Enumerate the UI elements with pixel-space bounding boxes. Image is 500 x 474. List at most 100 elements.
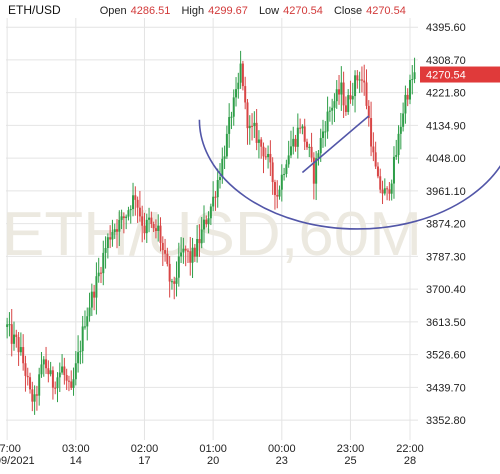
candle-body xyxy=(120,216,123,220)
x-tick-time: 22:00 xyxy=(396,443,424,455)
candle-body xyxy=(413,72,416,80)
candle-body xyxy=(150,217,153,225)
candle-body xyxy=(145,219,148,234)
x-tick-date: 10/09/2021 xyxy=(0,455,35,467)
candle-body xyxy=(186,250,189,252)
candle-body xyxy=(97,272,100,277)
candle-body xyxy=(351,96,354,100)
candle-body xyxy=(200,229,203,244)
candle-body xyxy=(164,250,167,254)
candle-body xyxy=(61,366,64,373)
candle-body xyxy=(289,146,292,156)
candle-body xyxy=(33,394,36,402)
candle-body xyxy=(331,107,334,111)
candle-body xyxy=(72,379,75,388)
candle-body xyxy=(278,189,281,197)
candle-body xyxy=(95,276,98,298)
x-tick-date: 28 xyxy=(404,455,416,467)
candle-body xyxy=(106,237,109,249)
candle-body xyxy=(138,207,141,217)
candle-body xyxy=(276,195,279,197)
trendline-annotation xyxy=(301,115,370,174)
candle-body xyxy=(202,219,205,230)
candle-body xyxy=(273,182,276,196)
candle-body xyxy=(219,177,222,181)
candle-body xyxy=(399,126,402,134)
open-label: Open xyxy=(99,5,127,17)
candle-body xyxy=(191,247,194,263)
x-tick-date: 17 xyxy=(138,455,150,467)
candle-body xyxy=(93,291,96,298)
candle-body xyxy=(118,219,121,232)
annotations-layer xyxy=(198,115,500,230)
candle-body xyxy=(301,126,304,129)
candle-body xyxy=(63,366,66,376)
x-tick-date: 20 xyxy=(207,455,219,467)
x-tick-time: 23:00 xyxy=(337,443,365,455)
candle-body xyxy=(223,156,226,159)
candle-body xyxy=(22,347,25,364)
candle-body xyxy=(257,139,260,143)
candle-body xyxy=(285,164,288,174)
candle-body xyxy=(262,146,265,157)
candle-body xyxy=(99,272,102,274)
x-tick-date: 25 xyxy=(344,455,356,467)
candle-body xyxy=(205,219,208,225)
x-tick-date: 23 xyxy=(276,455,288,467)
candle-body xyxy=(8,324,11,326)
watermark: ETH/USD,60M xyxy=(2,200,422,269)
candle-body xyxy=(360,79,363,81)
candle-body xyxy=(184,248,187,251)
candle-body xyxy=(157,225,160,231)
candle-body xyxy=(335,89,338,102)
y-tick-label: 3874.20 xyxy=(426,219,466,231)
candle-body xyxy=(395,155,398,157)
candles-layer xyxy=(6,50,416,415)
candle-body xyxy=(104,248,107,253)
candle-body xyxy=(212,196,215,207)
candle-body xyxy=(347,95,350,112)
candle-body xyxy=(161,242,164,251)
low-value: 4270.54 xyxy=(283,5,323,17)
arc-annotation xyxy=(198,119,500,230)
candle-body xyxy=(141,216,144,226)
y-axis: 4395.60 4308.70 4221.80 4134.90 4048.00 3961.… xyxy=(426,22,466,427)
symbol-title: ETH/USD xyxy=(8,3,61,17)
candle-body xyxy=(56,377,59,389)
candle-body xyxy=(196,239,199,257)
candle-body xyxy=(207,218,210,225)
candle-body xyxy=(45,359,48,369)
candle-body xyxy=(381,189,384,194)
current-price-tag-bg xyxy=(420,66,500,83)
candle-body xyxy=(65,375,68,381)
candle-body xyxy=(74,363,77,380)
candle-body xyxy=(404,94,407,114)
candle-body xyxy=(132,195,135,210)
y-tick-label: 3439.70 xyxy=(426,382,466,394)
candle-body xyxy=(177,256,180,278)
candle-body xyxy=(214,196,217,198)
candle-body xyxy=(402,113,405,127)
candle-body xyxy=(166,253,169,264)
candle-body xyxy=(239,63,242,83)
candle-body xyxy=(10,324,13,344)
candle-body xyxy=(54,387,57,389)
candle-body xyxy=(253,122,256,127)
candle-body xyxy=(379,176,382,190)
y-tick-label: 3961.10 xyxy=(426,186,466,198)
candle-body xyxy=(241,63,244,87)
candle-body xyxy=(317,153,320,159)
candle-body xyxy=(216,180,219,198)
candle-body xyxy=(374,152,377,167)
candle-body xyxy=(26,375,29,378)
candle-body xyxy=(86,316,89,327)
candle-body xyxy=(17,337,20,353)
y-tick-label: 4395.60 xyxy=(426,22,466,34)
candle-body xyxy=(303,126,306,142)
candle-body xyxy=(42,359,45,365)
candle-body xyxy=(333,101,336,108)
candle-body xyxy=(386,188,389,190)
candle-body xyxy=(363,80,366,83)
candle-body xyxy=(102,252,105,274)
candle-body xyxy=(237,82,240,90)
